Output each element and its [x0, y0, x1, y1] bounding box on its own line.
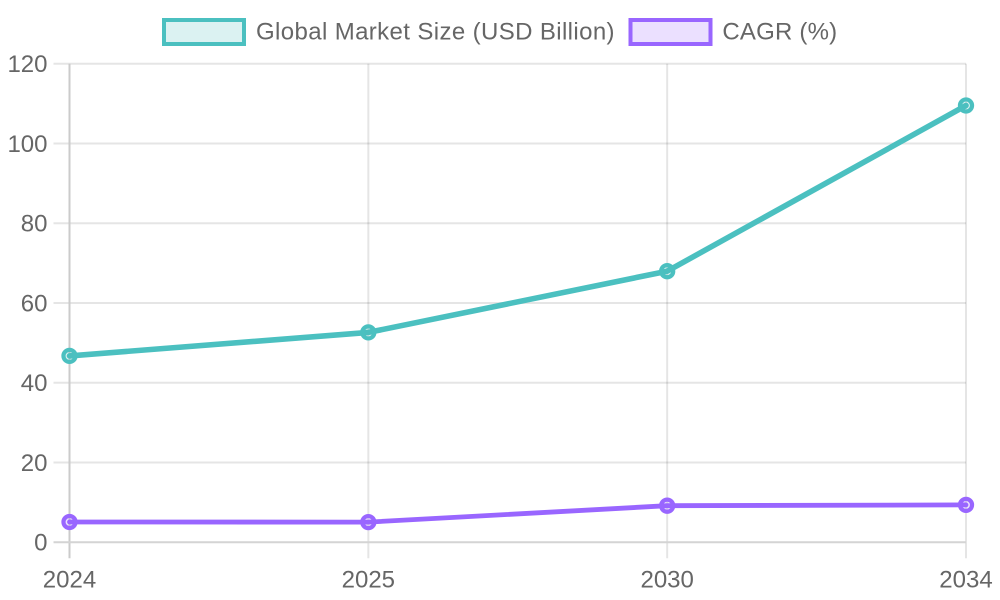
- svg-text:2025: 2025: [342, 566, 395, 593]
- svg-text:2024: 2024: [43, 566, 96, 593]
- svg-text:CAGR (%): CAGR (%): [722, 18, 837, 45]
- svg-text:0: 0: [34, 530, 47, 557]
- svg-text:20: 20: [21, 450, 48, 477]
- svg-text:40: 40: [21, 370, 48, 397]
- svg-text:100: 100: [7, 131, 47, 158]
- svg-text:2034: 2034: [939, 566, 992, 593]
- svg-text:120: 120: [7, 51, 47, 78]
- svg-text:Global Market Size (USD Billio: Global Market Size (USD Billion): [256, 18, 615, 45]
- svg-text:2030: 2030: [640, 566, 693, 593]
- svg-text:60: 60: [21, 290, 48, 317]
- svg-text:80: 80: [21, 211, 48, 238]
